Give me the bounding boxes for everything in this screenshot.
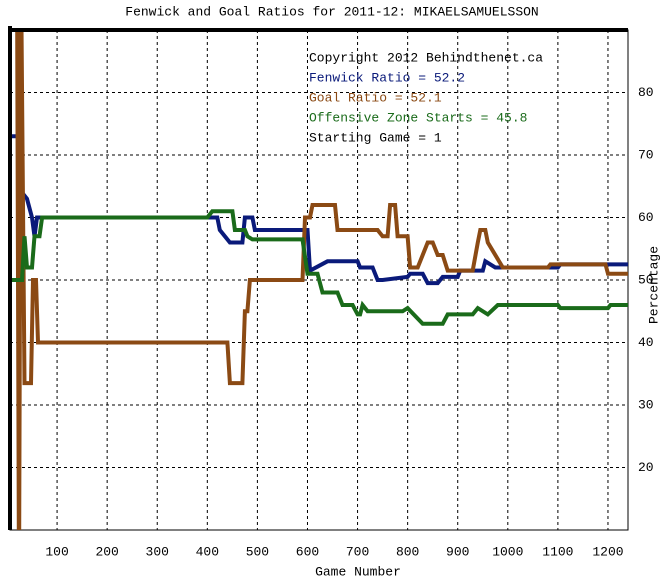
y-axis-label: Percentage <box>646 246 661 324</box>
y-tick-label: 60 <box>638 210 654 225</box>
annotation: Starting Game = 1 <box>309 130 442 145</box>
x-tick-label: 500 <box>246 544 269 559</box>
line-series <box>12 134 628 286</box>
legend-entry: Offensive Zone Starts = 45.8 <box>309 110 527 125</box>
legend-entry: Goal Ratio = 52.1 <box>309 90 442 105</box>
line-series <box>15 32 628 530</box>
x-tick-label: 1200 <box>592 544 623 559</box>
annotation: Copyright 2012 Behindthenet.ca <box>309 50 543 65</box>
y-tick-label: 40 <box>638 335 654 350</box>
x-tick-label: 600 <box>296 544 319 559</box>
y-tick-label: 80 <box>638 85 654 100</box>
x-tick-label: 900 <box>446 544 469 559</box>
x-tick-label: 100 <box>45 544 68 559</box>
y-tick-label: 70 <box>638 147 654 162</box>
chart-title: Fenwick and Goal Ratios for 2011-12: MIK… <box>125 4 538 19</box>
y-tick-label: 50 <box>638 272 654 287</box>
x-tick-label: 300 <box>146 544 169 559</box>
y-tick-label: 20 <box>638 460 654 475</box>
series-group <box>12 32 628 530</box>
x-tick-label: 200 <box>95 544 118 559</box>
legend-entry: Fenwick Ratio = 52.2 <box>309 70 465 85</box>
x-tick-label: 1000 <box>492 544 523 559</box>
x-axis-label: Game Number <box>315 564 401 579</box>
x-tick-label: 800 <box>396 544 419 559</box>
x-tick-label: 400 <box>196 544 219 559</box>
x-tick-label: 700 <box>346 544 369 559</box>
y-tick-label: 30 <box>638 397 654 412</box>
x-tick-label: 1100 <box>542 544 573 559</box>
line-series <box>12 209 628 326</box>
